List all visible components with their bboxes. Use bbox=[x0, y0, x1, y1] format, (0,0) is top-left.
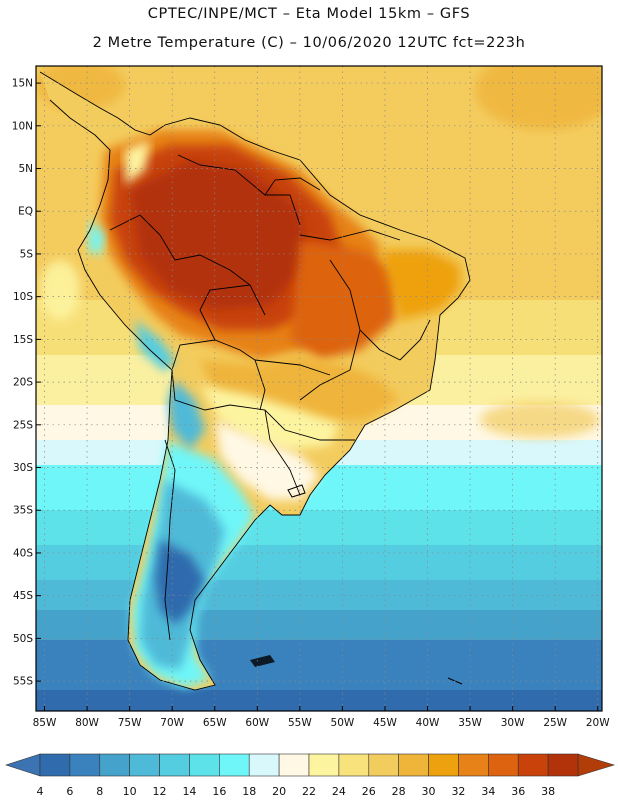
colorbar-swatch bbox=[547, 753, 579, 777]
lon-tick-label: 20W bbox=[586, 717, 610, 729]
map-title: CPTEC/INPE/MCT – Eta Model 15km – GFS bbox=[147, 6, 471, 22]
lon-tick-label: 70W bbox=[160, 717, 184, 729]
colorbar-label: 30 bbox=[422, 785, 436, 798]
colorbar-swatch bbox=[39, 753, 71, 777]
lon-tick-label: 80W bbox=[75, 717, 99, 729]
lon-tick-label: 65W bbox=[203, 717, 227, 729]
lon-tick-label: 85W bbox=[33, 717, 57, 729]
colorbar-label: 18 bbox=[242, 785, 256, 798]
falkland-islands bbox=[250, 655, 275, 667]
colorbar-under-arrow bbox=[5, 753, 41, 777]
colorbar-swatch bbox=[248, 753, 280, 777]
colorbar-label: 16 bbox=[212, 785, 226, 798]
colorbar-swatch bbox=[488, 753, 519, 777]
lon-tick-label: 40W bbox=[416, 717, 440, 729]
colorbar-swatch bbox=[308, 753, 340, 777]
lon-tick-label: 60W bbox=[245, 717, 269, 729]
colorbar-label: 34 bbox=[481, 785, 495, 798]
colorbar-swatch bbox=[159, 753, 190, 777]
colorbar-label: 8 bbox=[96, 785, 103, 798]
lat-tick-label: 45S bbox=[13, 590, 33, 602]
colorbar-swatch bbox=[99, 753, 130, 777]
lat-tick-label: 55S bbox=[13, 676, 33, 688]
lat-tick-label: 30S bbox=[13, 462, 33, 474]
colorbar-label: 26 bbox=[362, 785, 376, 798]
colorbar-label: 10 bbox=[123, 785, 137, 798]
colorbar-label: 22 bbox=[302, 785, 316, 798]
lon-tick-label: 45W bbox=[373, 717, 397, 729]
colorbar-swatch bbox=[517, 753, 549, 777]
colorbar-swatch bbox=[219, 753, 250, 777]
colorbar-label: 12 bbox=[153, 785, 167, 798]
colorbar-label: 36 bbox=[511, 785, 525, 798]
lon-tick-label: 50W bbox=[331, 717, 355, 729]
lon-tick-label: 55W bbox=[288, 717, 312, 729]
lat-tick-label: 20S bbox=[13, 377, 33, 389]
colorbar-label: 20 bbox=[272, 785, 286, 798]
lat-tick-label: 15S bbox=[13, 334, 33, 346]
lat-tick-label: 25S bbox=[13, 419, 33, 431]
cold-southern-cone bbox=[88, 140, 255, 688]
colorbar-swatch bbox=[398, 753, 429, 777]
colorbar-label: 32 bbox=[451, 785, 465, 798]
map-frame bbox=[35, 65, 603, 712]
heat-core bbox=[100, 130, 460, 500]
colorbar-label: 24 bbox=[332, 785, 346, 798]
map-subtitle: 2 Metre Temperature (C) – 10/06/2020 12U… bbox=[92, 35, 526, 51]
colorbar: 4 6 8 10 12 14 16 18 20 22 24 26 28 30 32 34 36 38 bbox=[5, 753, 616, 798]
colorbar-label: 28 bbox=[392, 785, 406, 798]
graticule bbox=[36, 66, 602, 711]
colorbar-label: 14 bbox=[182, 785, 196, 798]
colorbar-over-arrow bbox=[577, 753, 616, 777]
lat-tick-label: 5N bbox=[18, 163, 33, 175]
lon-tick-label: 35W bbox=[458, 717, 482, 729]
colorbar-swatch bbox=[368, 753, 399, 777]
colorbar-swatch bbox=[278, 753, 310, 777]
temperature-field bbox=[36, 66, 602, 711]
colorbar-swatch bbox=[189, 753, 220, 777]
colorbar-label: 38 bbox=[541, 785, 555, 798]
lat-tick-label: 40S bbox=[13, 547, 33, 559]
lon-tick-label: 30W bbox=[501, 717, 525, 729]
colorbar-swatch bbox=[338, 753, 370, 777]
longitude-axis: 85W 80W 75W 70W 65W 60W 55W 50W 45W 40W 35W 30W 25W 2… bbox=[33, 706, 610, 729]
lat-tick-label: 35S bbox=[13, 505, 33, 517]
lon-tick-label: 25W bbox=[543, 717, 567, 729]
la-plata-estuary bbox=[287, 484, 306, 498]
colorbar-swatch bbox=[458, 753, 489, 777]
lat-tick-label: 10N bbox=[12, 120, 33, 132]
colorbar-swatch bbox=[69, 753, 101, 777]
colorbar-label: 4 bbox=[37, 785, 44, 798]
colorbar-swatch bbox=[129, 753, 160, 777]
lat-tick-label: 10S bbox=[13, 291, 33, 303]
lon-tick-label: 75W bbox=[118, 717, 142, 729]
lat-tick-label: EQ bbox=[18, 206, 33, 218]
latitude-axis: 15N 10N 5N EQ 5S 10S 15S 20S 25S 30S 35S 40S 45S 50S 5… bbox=[12, 78, 41, 688]
colorbar-label: 6 bbox=[66, 785, 73, 798]
lat-tick-label: 15N bbox=[12, 78, 33, 90]
colorbar-swatch bbox=[428, 753, 459, 777]
lat-tick-label: 50S bbox=[13, 633, 33, 645]
lat-tick-label: 5S bbox=[20, 248, 34, 260]
